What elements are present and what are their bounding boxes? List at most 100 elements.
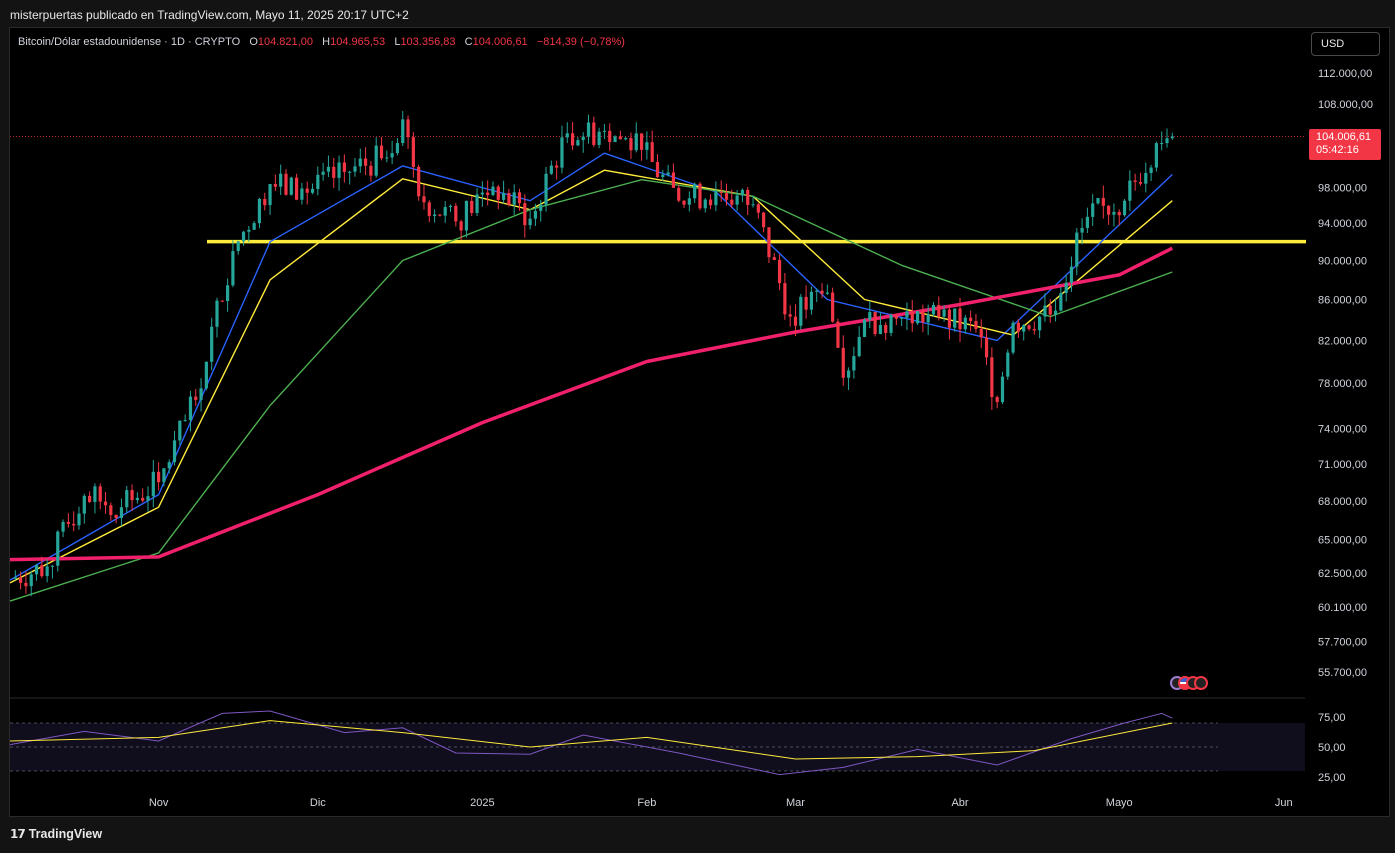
candle-body[interactable] <box>491 186 495 196</box>
candle-body[interactable] <box>236 241 240 252</box>
candle-body[interactable] <box>337 162 341 178</box>
candle-body[interactable] <box>34 565 39 575</box>
candle-body[interactable] <box>194 396 198 400</box>
candle-body[interactable] <box>379 145 384 159</box>
candle-body[interactable] <box>549 165 553 174</box>
candle-body[interactable] <box>772 257 776 260</box>
candle-body[interactable] <box>157 471 161 483</box>
candle-body[interactable] <box>889 314 893 333</box>
candle-body[interactable] <box>746 189 750 205</box>
candle-body[interactable] <box>188 396 193 421</box>
candle-body[interactable] <box>72 523 76 526</box>
candle-body[interactable] <box>422 196 426 203</box>
candle-body[interactable] <box>560 137 564 168</box>
candle-body[interactable] <box>910 311 914 324</box>
candle-body[interactable] <box>555 165 559 168</box>
candle-body[interactable] <box>470 200 474 213</box>
candle-body[interactable] <box>862 319 867 337</box>
candle-body[interactable] <box>13 577 17 579</box>
candle-body[interactable] <box>172 440 177 463</box>
candle-body[interactable] <box>629 138 633 151</box>
candle-body[interactable] <box>56 531 60 566</box>
candle-body[interactable] <box>103 501 108 506</box>
candle-body[interactable] <box>714 191 718 206</box>
candle-body[interactable] <box>682 200 686 205</box>
candle-body[interactable] <box>88 495 92 502</box>
candle-body[interactable] <box>178 420 182 441</box>
candle-body[interactable] <box>613 136 617 143</box>
candle-body[interactable] <box>1006 352 1010 377</box>
candle-body[interactable] <box>570 133 575 146</box>
candle-body[interactable] <box>650 142 654 162</box>
candle-body[interactable] <box>857 336 861 357</box>
candle-body[interactable] <box>539 204 543 211</box>
candle-body[interactable] <box>1075 232 1079 267</box>
candle-body[interactable] <box>963 317 967 330</box>
candle-body[interactable] <box>815 290 819 292</box>
candle-body[interactable] <box>783 283 787 315</box>
candle-body[interactable] <box>724 193 729 200</box>
candle-body[interactable] <box>661 174 665 178</box>
candle-body[interactable] <box>427 202 431 216</box>
candle-body[interactable] <box>358 158 362 167</box>
candle-body[interactable] <box>146 496 150 501</box>
candle-body[interactable] <box>730 199 734 205</box>
candle-body[interactable] <box>98 486 102 502</box>
candle-body[interactable] <box>1016 322 1021 332</box>
event-markers[interactable] <box>1170 676 1208 690</box>
candle-body[interactable] <box>82 495 86 514</box>
candle-body[interactable] <box>279 173 283 187</box>
candle-body[interactable] <box>475 194 479 213</box>
candle-body[interactable] <box>995 397 999 403</box>
candle-body[interactable] <box>252 223 256 230</box>
candle-body[interactable] <box>369 165 373 176</box>
candle-body[interactable] <box>167 462 171 469</box>
candle-body[interactable] <box>162 468 166 483</box>
candle-body[interactable] <box>1085 216 1089 228</box>
candle-body[interactable] <box>19 577 23 583</box>
candle-body[interactable] <box>1069 266 1074 283</box>
candle-body[interactable] <box>438 214 442 216</box>
candle-body[interactable] <box>1000 376 1005 403</box>
candle-body[interactable] <box>199 388 203 400</box>
candle-body[interactable] <box>448 205 453 207</box>
candle-body[interactable] <box>353 166 357 172</box>
candle-body[interactable] <box>756 204 760 213</box>
candle-body[interactable] <box>926 314 930 323</box>
candle-body[interactable] <box>289 177 293 195</box>
candle-body[interactable] <box>268 184 272 206</box>
candle-body[interactable] <box>523 203 527 226</box>
candle-body[interactable] <box>618 136 622 140</box>
candle-body[interactable] <box>799 296 803 326</box>
candle-body[interactable] <box>1112 211 1116 215</box>
candle-body[interactable] <box>666 172 670 175</box>
candle-body[interactable] <box>1080 227 1084 233</box>
candle-body[interactable] <box>884 325 888 333</box>
candle-body[interactable] <box>390 153 394 158</box>
candle-body[interactable] <box>639 133 644 150</box>
candle-body[interactable] <box>151 471 155 497</box>
candle-body[interactable] <box>655 161 660 178</box>
candle-body[interactable] <box>677 187 681 201</box>
candle-body[interactable] <box>93 486 97 502</box>
candle-body[interactable] <box>873 312 877 335</box>
candle-body[interactable] <box>459 221 463 231</box>
symbol-label[interactable]: Bitcoin/Dólar estadounidense · 1D · CRYP… <box>18 36 241 48</box>
candle-body[interactable] <box>24 582 28 587</box>
candle-body[interactable] <box>135 497 139 501</box>
candle-body[interactable] <box>804 296 808 310</box>
candle-body[interactable] <box>767 227 771 258</box>
candle-body[interactable] <box>512 192 516 205</box>
candle-body[interactable] <box>432 214 437 216</box>
candle-body[interactable] <box>114 514 118 518</box>
candle-body[interactable] <box>50 565 55 567</box>
candle-body[interactable] <box>454 205 458 222</box>
candle-body[interactable] <box>443 206 447 216</box>
candle-body[interactable] <box>586 122 591 137</box>
candle-body[interactable] <box>1101 197 1105 206</box>
candle-body[interactable] <box>183 420 187 422</box>
candle-body[interactable] <box>687 198 691 205</box>
candle-body[interactable] <box>1122 200 1127 216</box>
candle-body[interactable] <box>342 162 346 172</box>
candle-body[interactable] <box>1165 138 1169 144</box>
